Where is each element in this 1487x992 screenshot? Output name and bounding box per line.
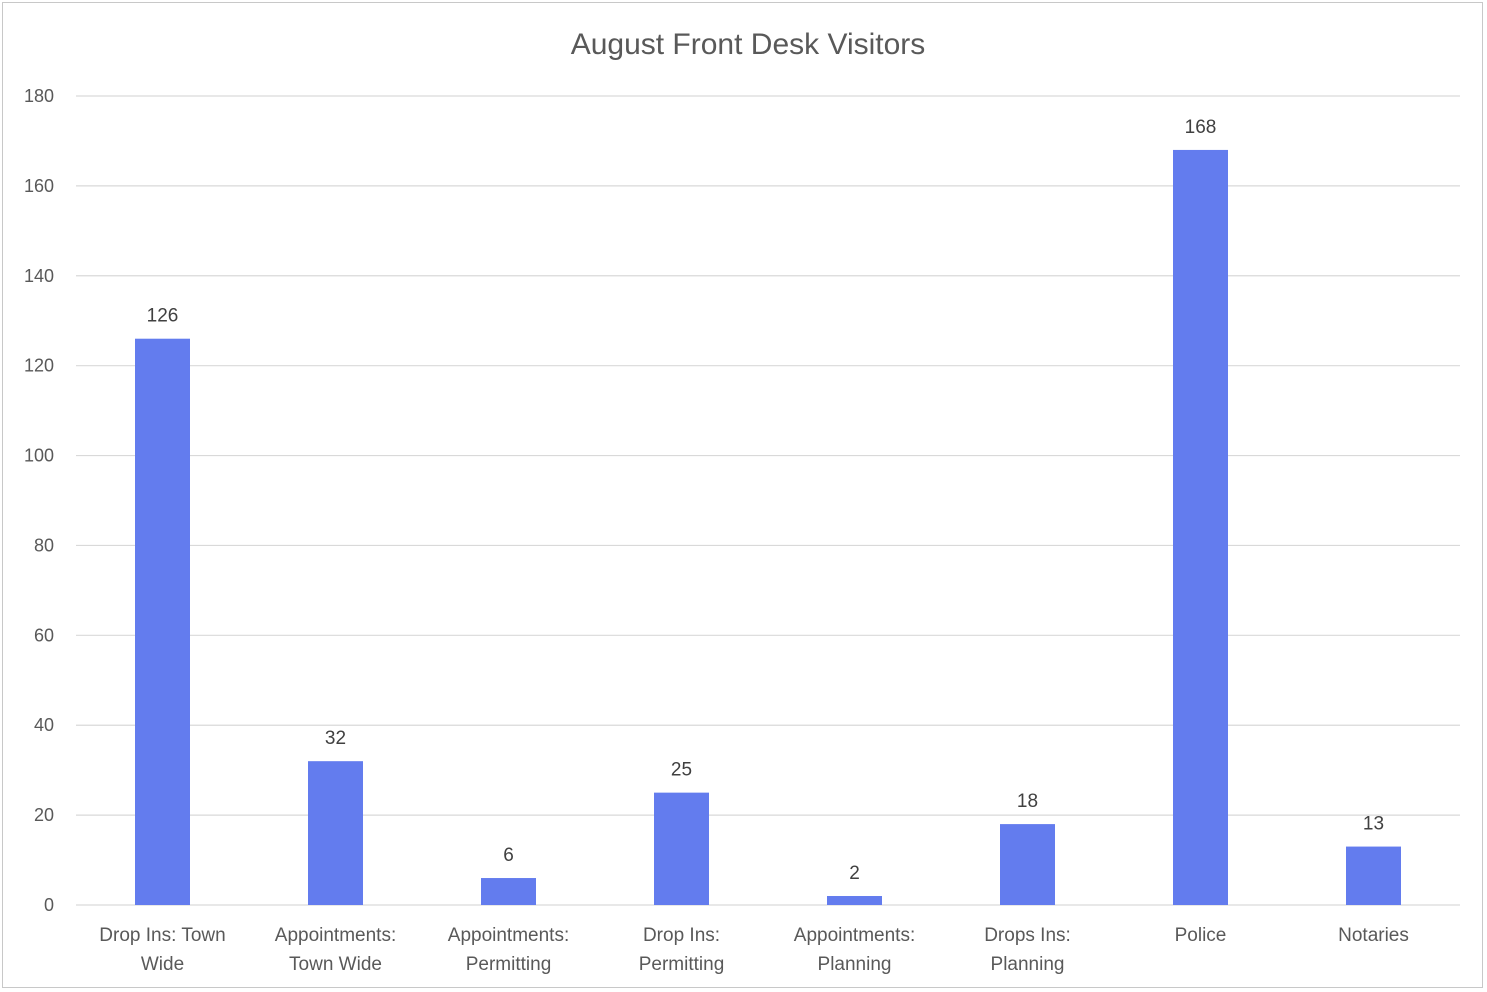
gridlines xyxy=(76,95,1460,906)
x-axis-categories: Drop Ins: Town Wide Appointments: Town Wide… xyxy=(99,925,1409,975)
data-label: 32 xyxy=(325,728,346,749)
y-tick-label: 60 xyxy=(34,625,54,645)
bar xyxy=(481,878,536,905)
y-tick-label: 120 xyxy=(24,356,54,376)
y-tick-label: 100 xyxy=(24,446,54,466)
bar xyxy=(1000,824,1055,905)
data-label: 18 xyxy=(1017,791,1038,812)
x-category-label: Notaries xyxy=(1338,925,1409,946)
x-category-label: Appointments: xyxy=(275,925,396,946)
data-labels: 126 32 6 25 2 18 168 13 xyxy=(147,117,1384,884)
bar xyxy=(827,896,882,905)
y-tick-label: 80 xyxy=(34,535,54,555)
data-label: 25 xyxy=(671,760,692,781)
data-label: 2 xyxy=(849,863,860,884)
x-category-label: Drop Ins: xyxy=(643,925,720,946)
x-category-label: Drops Ins: xyxy=(984,925,1071,946)
y-tick-label: 0 xyxy=(44,895,54,915)
x-category-label: Permitting xyxy=(466,954,552,975)
data-label: 6 xyxy=(503,845,514,866)
x-category-label: Appointments: xyxy=(794,925,915,946)
x-category-label: Wide xyxy=(141,954,184,975)
bar xyxy=(135,338,190,905)
bar xyxy=(654,792,709,905)
x-category-label: Permitting xyxy=(639,954,725,975)
x-category-label: Drop Ins: Town xyxy=(99,925,225,946)
data-label: 168 xyxy=(1185,117,1217,138)
chart-title: August Front Desk Visitors xyxy=(571,28,926,61)
x-category-label: Planning xyxy=(818,954,892,975)
y-axis-ticks: 0 20 40 60 80 100 120 140 160 180 xyxy=(24,86,54,915)
x-category-label: Appointments: xyxy=(448,925,569,946)
data-label: 13 xyxy=(1363,814,1384,835)
bar xyxy=(1346,846,1401,905)
x-category-label: Town Wide xyxy=(289,954,382,975)
y-tick-label: 40 xyxy=(34,715,54,735)
y-tick-label: 140 xyxy=(24,266,54,286)
y-tick-label: 180 xyxy=(24,86,54,106)
bars xyxy=(135,149,1401,905)
bar xyxy=(308,761,363,905)
bar xyxy=(1173,149,1228,905)
y-tick-label: 20 xyxy=(34,805,54,825)
data-label: 126 xyxy=(147,306,179,327)
x-category-label: Planning xyxy=(991,954,1065,975)
x-category-label: Police xyxy=(1175,925,1227,946)
y-tick-label: 160 xyxy=(24,176,54,196)
